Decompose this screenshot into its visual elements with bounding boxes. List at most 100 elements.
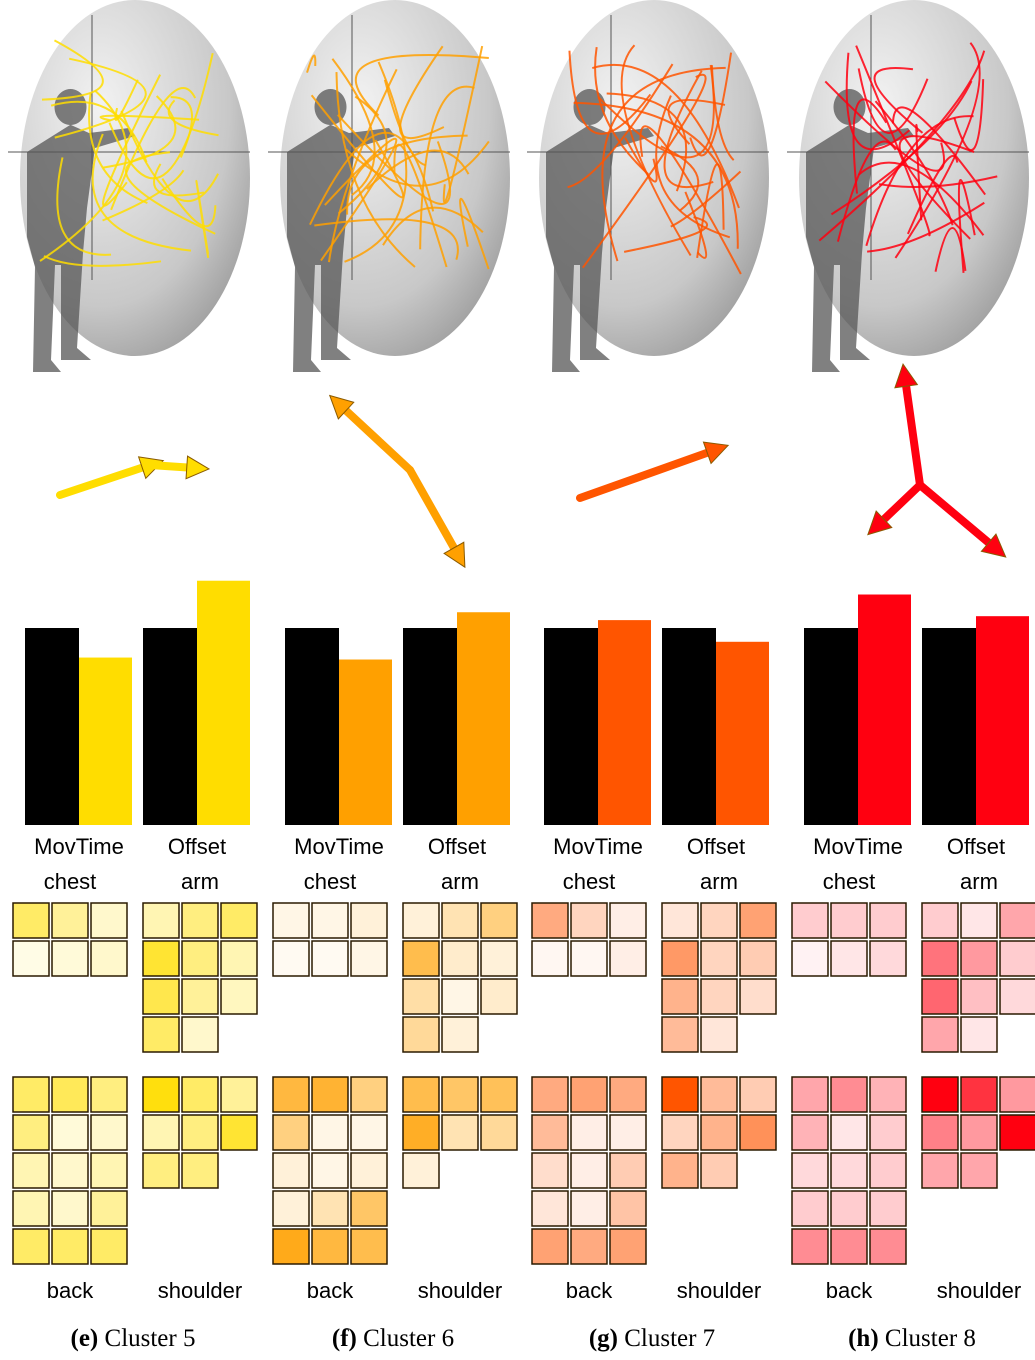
trajectory — [103, 95, 177, 169]
heatmap-cell — [350, 1228, 388, 1265]
trajectory — [337, 114, 452, 205]
arrow-head — [980, 533, 1007, 558]
trajectory — [161, 178, 217, 228]
heatmap-label: back — [307, 1278, 354, 1303]
heatmap-cell — [700, 1076, 738, 1113]
heatmap-cell — [609, 1114, 647, 1151]
heatmap-label: arm — [441, 869, 479, 894]
heatmap-label: shoulder — [677, 1278, 761, 1303]
trajectory — [581, 73, 707, 269]
heatmap-cell — [739, 1076, 777, 1113]
heatmap-cell — [739, 940, 777, 977]
heatmap-cell — [90, 1114, 128, 1151]
heatmap-cell — [90, 1190, 128, 1227]
trajectory — [91, 133, 192, 252]
trajectory — [660, 145, 700, 212]
reference-bar — [143, 628, 197, 825]
heatmap-cell — [830, 902, 868, 939]
trajectory — [845, 52, 911, 151]
heatmap-cell — [921, 940, 959, 977]
heatmap-cell — [700, 940, 738, 977]
bar — [598, 620, 651, 825]
silhouette — [546, 89, 654, 372]
heatmap-cell — [220, 902, 258, 939]
heatmap-cell — [921, 1016, 959, 1053]
heatmap-cell — [921, 902, 959, 939]
reference-bar — [285, 628, 339, 825]
heatmap-cell — [570, 902, 608, 939]
trajectory — [309, 131, 435, 226]
caption-label: (h) — [848, 1325, 879, 1352]
heatmap-cell — [272, 1228, 310, 1265]
heatmap-cell — [12, 1228, 50, 1265]
bar — [339, 659, 392, 825]
trajectory — [898, 135, 975, 240]
trajectory — [39, 89, 128, 262]
trajectory — [54, 57, 147, 139]
heatmap-cell — [999, 940, 1035, 977]
caption-label: (e) — [71, 1325, 99, 1352]
heatmap-cell — [51, 1114, 89, 1151]
heatmap-cell — [350, 940, 388, 977]
heatmap-cell — [531, 940, 569, 977]
heatmap-cell — [142, 978, 180, 1015]
trajectory — [601, 66, 726, 262]
arrow-shaft — [336, 401, 414, 474]
heatmap-cell — [51, 1152, 89, 1189]
trajectory — [878, 175, 998, 189]
heatmap-cell — [402, 978, 440, 1015]
trajectory — [383, 79, 427, 167]
heatmap-cell — [181, 1076, 219, 1113]
caption-text: Cluster 7 — [624, 1325, 715, 1352]
heatmap-cell — [661, 1114, 699, 1151]
heatmap-cell — [830, 940, 868, 977]
trajectory — [43, 255, 162, 267]
arrow-head — [328, 394, 355, 420]
trajectory — [170, 96, 194, 158]
trajectory — [344, 61, 408, 263]
arrow-shaft — [576, 446, 719, 502]
reference-bar — [544, 628, 598, 825]
trajectory — [314, 218, 459, 260]
trajectory — [337, 95, 388, 215]
heatmap-cell — [402, 1114, 440, 1151]
heatmap-cell — [220, 940, 258, 977]
heatmap-cell — [791, 1228, 829, 1265]
heatmap-cell — [402, 902, 440, 939]
heatmap-cell — [661, 902, 699, 939]
heatmap-cell — [531, 902, 569, 939]
bar-label: MovTime — [553, 834, 643, 859]
heatmap-cell — [441, 978, 479, 1015]
arrow-head — [443, 541, 466, 569]
heatmap-label: arm — [960, 869, 998, 894]
heatmap-cell — [51, 902, 89, 939]
heatmap-cell — [921, 978, 959, 1015]
caption: (e) Cluster 5 — [71, 1325, 196, 1352]
trajectory — [857, 68, 929, 134]
heatmap-cell — [311, 1114, 349, 1151]
heatmap-cell — [181, 940, 219, 977]
trajectory — [335, 72, 416, 268]
heatmap-cell — [480, 940, 518, 977]
heatmap-label: chest — [823, 869, 876, 894]
trajectory — [696, 163, 725, 259]
heatmap-cell — [311, 1228, 349, 1265]
heatmap-cell — [791, 902, 829, 939]
trajectory — [459, 197, 490, 270]
heatmap-cell — [531, 1114, 569, 1151]
caption-text: Cluster 6 — [363, 1325, 454, 1352]
heatmap-cell — [609, 1190, 647, 1227]
trajectory — [623, 216, 708, 253]
heatmap-cell — [700, 1152, 738, 1189]
trajectory — [867, 201, 985, 253]
trajectory — [382, 206, 484, 246]
bar-label: Offset — [168, 834, 226, 859]
heatmap-cell — [609, 1076, 647, 1113]
heatmap-cell — [90, 1228, 128, 1265]
trajectory — [857, 161, 985, 236]
bar-label: Offset — [687, 834, 745, 859]
reference-bar — [662, 628, 716, 825]
heatmap-cell — [272, 1152, 310, 1189]
heatmap-cell — [311, 940, 349, 977]
heatmap-cell — [181, 978, 219, 1015]
